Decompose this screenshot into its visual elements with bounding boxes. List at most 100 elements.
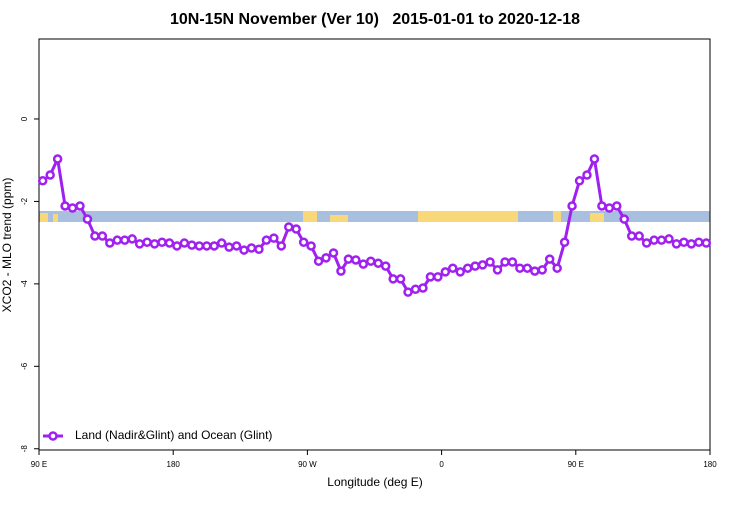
data-point xyxy=(418,283,428,293)
data-point xyxy=(679,237,689,247)
data-point xyxy=(52,154,63,164)
x-tick-label: 90 W xyxy=(298,460,317,469)
data-point xyxy=(209,241,219,251)
data-point xyxy=(522,263,533,273)
data-point xyxy=(261,235,272,245)
data-point xyxy=(589,154,600,164)
data-point xyxy=(455,267,465,277)
data-point xyxy=(202,241,212,251)
data-point xyxy=(604,203,615,213)
data-point xyxy=(477,260,488,270)
data-point xyxy=(671,239,682,249)
data-point xyxy=(574,176,585,186)
data-point xyxy=(634,231,644,241)
y-tick-label: -2 xyxy=(20,197,29,205)
data-point xyxy=(97,231,108,241)
data-point xyxy=(664,234,674,244)
legend-marker xyxy=(48,431,58,441)
data-point xyxy=(440,267,451,277)
data-point xyxy=(127,234,137,244)
data-point xyxy=(187,240,197,250)
data-point xyxy=(306,241,316,251)
data-point xyxy=(567,201,577,211)
data-point xyxy=(597,201,607,211)
y-axis-label: XCO2 - MLO trend (ppm) xyxy=(0,178,14,313)
data-point xyxy=(343,254,354,264)
data-point xyxy=(239,245,249,255)
data-point xyxy=(507,257,518,267)
data-point xyxy=(313,256,324,266)
data-point xyxy=(425,272,436,282)
data-point xyxy=(351,255,361,265)
data-point xyxy=(694,237,704,247)
data-point xyxy=(231,241,242,251)
data-point xyxy=(537,265,547,275)
data-point xyxy=(269,233,279,243)
data-point xyxy=(410,284,421,294)
data-point xyxy=(276,241,287,251)
data-point xyxy=(641,238,652,248)
data-point xyxy=(149,239,160,249)
data-point xyxy=(686,239,697,249)
data-point xyxy=(619,214,630,224)
data-point xyxy=(67,203,78,213)
data-point xyxy=(291,224,301,234)
data-point xyxy=(37,176,48,186)
data-point xyxy=(485,257,495,267)
data-point xyxy=(530,266,540,276)
data-point xyxy=(373,258,383,269)
x-tick-label: 90 E xyxy=(31,460,47,469)
data-point xyxy=(328,248,339,258)
data-point xyxy=(649,235,659,245)
data-point xyxy=(626,231,637,241)
data-point xyxy=(358,259,369,269)
x-tick-label: 180 xyxy=(167,460,181,469)
data-point xyxy=(60,201,70,211)
data-point xyxy=(321,253,331,263)
data-point xyxy=(164,238,175,248)
data-point xyxy=(559,237,570,247)
data-point xyxy=(179,238,190,248)
data-point xyxy=(515,263,525,273)
data-point xyxy=(194,241,205,251)
x-axis-label: Longitude (deg E) xyxy=(327,475,422,489)
data-point xyxy=(119,235,130,245)
x-tick-label: 180 xyxy=(703,460,717,469)
data-point xyxy=(403,287,413,297)
data-point xyxy=(656,235,667,245)
data-point xyxy=(90,231,100,241)
data-point xyxy=(45,170,55,180)
series-line xyxy=(41,153,707,294)
data-point xyxy=(246,243,257,253)
data-point xyxy=(462,263,473,273)
data-point xyxy=(134,239,145,249)
data-point xyxy=(395,274,406,284)
data-point xyxy=(470,261,480,271)
y-tick-label: -4 xyxy=(20,280,29,288)
data-point xyxy=(433,272,443,282)
legend-label: Land (Nadir&Glint) and Ocean (Glint) xyxy=(75,428,272,442)
data-point xyxy=(582,170,592,180)
y-tick-label: 0 xyxy=(20,116,29,121)
data-point xyxy=(388,274,398,284)
land-ocean-band xyxy=(39,211,710,222)
data-point xyxy=(112,235,123,245)
data-point xyxy=(380,261,391,271)
x-tick-label: 90 E xyxy=(568,460,584,469)
data-point xyxy=(284,222,294,232)
data-point xyxy=(448,263,458,273)
data-point xyxy=(254,244,264,254)
data-point xyxy=(75,201,85,211)
data-point xyxy=(336,266,346,276)
y-tick-label: -6 xyxy=(20,362,29,370)
data-point xyxy=(172,241,182,251)
x-tick-label: 0 xyxy=(439,460,444,469)
y-tick-label: -8 xyxy=(20,445,29,453)
data-point xyxy=(500,257,510,267)
data-point xyxy=(82,214,93,224)
data-point xyxy=(224,242,234,252)
data-point xyxy=(366,256,376,266)
data-point xyxy=(142,237,152,247)
chart-title: 10N-15N November (Ver 10) 2015-01-01 to … xyxy=(170,11,580,28)
